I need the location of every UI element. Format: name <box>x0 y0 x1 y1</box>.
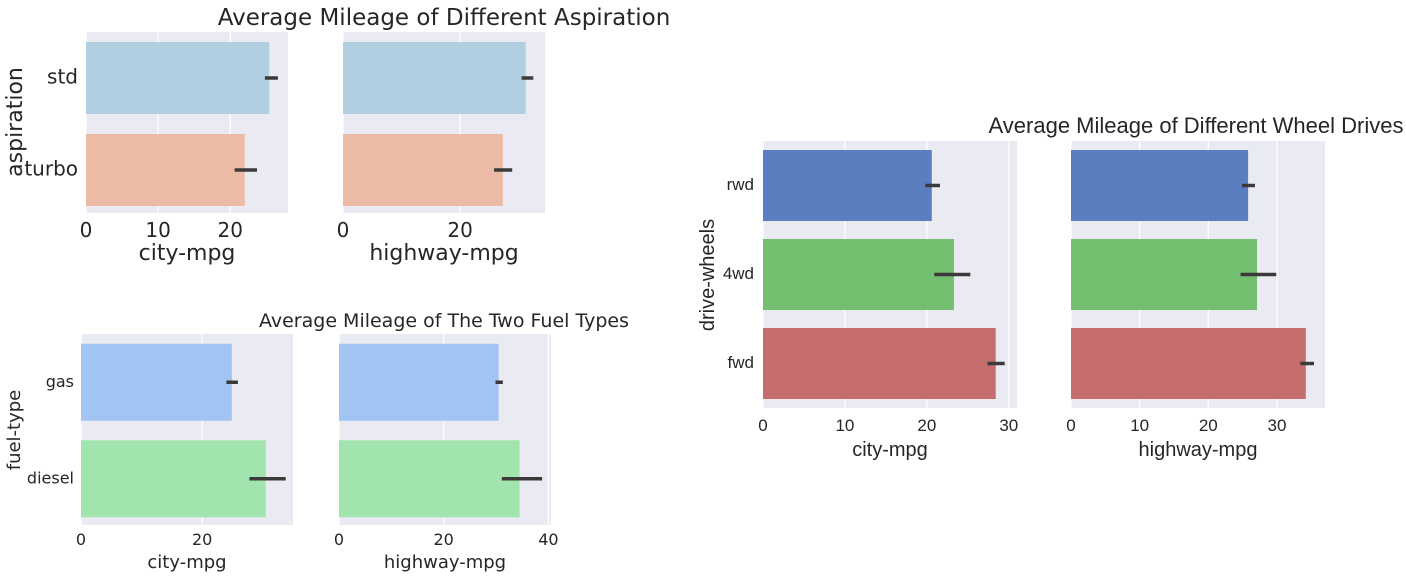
x-tick-label: 0 <box>76 530 86 549</box>
y-axis-label: fuel-type <box>4 390 25 471</box>
bar-std <box>343 42 526 114</box>
bar-turbo <box>86 134 245 206</box>
x-tick-label: 0 <box>1066 416 1075 435</box>
chart-wheels: 0 10 20 30 city-mpg 0 10 20 30 highway-mpg rwd 4wd f… <box>697 113 1403 461</box>
bar-fwd <box>763 328 996 399</box>
chart-title: Average Mileage of Different Wheel Drive… <box>989 113 1404 138</box>
bar-rwd <box>1071 150 1249 221</box>
y-axis-label: aspiration <box>3 67 28 177</box>
panel-wheels-1: 0 10 20 30 city-mpg <box>758 141 1018 461</box>
x-tick-label: 0 <box>758 416 767 435</box>
x-tick-label: 10 <box>835 416 854 435</box>
y-axis-label: drive-wheels <box>697 219 719 331</box>
x-tick-label: 10 <box>1130 416 1149 435</box>
x-axis-label: city-mpg <box>139 241 236 266</box>
x-tick-label: 30 <box>1267 416 1286 435</box>
x-tick-label: 20 <box>218 218 243 242</box>
bar-gas <box>339 343 499 421</box>
panel-fuel-2: 0 20 40 highway-mpg <box>334 334 559 573</box>
x-axis-label: city-mpg <box>852 439 928 461</box>
bar-4wd <box>763 239 954 310</box>
x-axis-label: highway-mpg <box>369 241 518 266</box>
y-tick-label-gas: gas <box>46 372 74 391</box>
bar-std <box>86 42 270 114</box>
x-tick-label: 0 <box>334 530 344 549</box>
panel-fuel-1: 0 20 city-mpg <box>76 334 293 573</box>
x-tick-label: 20 <box>434 530 454 549</box>
x-tick-label: 40 <box>538 530 558 549</box>
y-tick-label-std: std <box>47 65 78 89</box>
x-tick-label: 20 <box>447 218 472 242</box>
y-tick-label-4wd: 4wd <box>723 264 754 283</box>
x-axis-label: city-mpg <box>147 552 226 573</box>
chart-fuel: 0 20 city-mpg 0 20 40 highway-mpg gas dieselfuel… <box>4 310 629 573</box>
x-tick-label: 0 <box>80 218 93 242</box>
y-tick-label-turbo: turbo <box>24 157 78 181</box>
x-axis-label: highway-mpg <box>384 552 506 573</box>
x-tick-label: 0 <box>337 218 350 242</box>
x-tick-label: 20 <box>917 416 936 435</box>
x-tick-label: 20 <box>1199 416 1218 435</box>
x-tick-label: 20 <box>192 530 212 549</box>
bar-diesel <box>339 440 520 518</box>
x-tick-label: 30 <box>999 416 1018 435</box>
x-axis-label: highway-mpg <box>1139 439 1258 461</box>
bar-gas <box>81 343 232 421</box>
panel-wheels-2: 0 10 20 30 highway-mpg <box>1066 141 1325 461</box>
x-tick-label: 10 <box>145 218 170 242</box>
y-tick-label-rwd: rwd <box>727 175 754 194</box>
bar-fwd <box>1071 328 1306 399</box>
y-tick-label-diesel: diesel <box>27 468 74 487</box>
chart-title: Average Mileage of The Two Fuel Types <box>259 310 629 332</box>
y-tick-label-fwd: fwd <box>728 353 754 372</box>
bar-rwd <box>763 150 932 221</box>
bar-turbo <box>343 134 503 206</box>
chart-title: Average Mileage of Different Aspiration <box>218 5 671 31</box>
bar-diesel <box>81 440 266 518</box>
bar-4wd <box>1071 239 1258 310</box>
